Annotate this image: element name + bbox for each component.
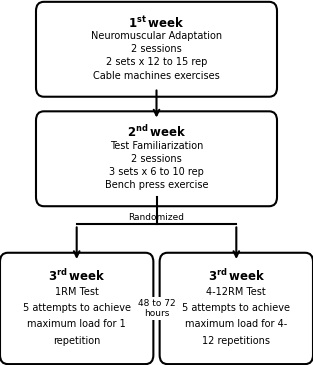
- FancyBboxPatch shape: [36, 2, 277, 97]
- Text: 4-12RM Test: 4-12RM Test: [207, 287, 266, 297]
- Text: repetition: repetition: [53, 335, 100, 346]
- Text: 2 sessions: 2 sessions: [131, 44, 182, 54]
- Text: maximum load for 4-: maximum load for 4-: [185, 319, 287, 330]
- Text: Randomized: Randomized: [129, 212, 184, 222]
- Text: $\mathbf{3^{rd}\/ week}$: $\mathbf{3^{rd}\/ week}$: [48, 268, 105, 284]
- Text: 1RM Test: 1RM Test: [55, 287, 99, 297]
- Text: Test Familiarization: Test Familiarization: [110, 141, 203, 150]
- Text: Bench press exercise: Bench press exercise: [105, 180, 208, 190]
- Text: $\mathbf{3^{rd}\/ week}$: $\mathbf{3^{rd}\/ week}$: [208, 268, 265, 284]
- Text: 2 sessions: 2 sessions: [131, 154, 182, 164]
- Text: maximum load for 1: maximum load for 1: [27, 319, 126, 330]
- Text: 48 to 72
hours: 48 to 72 hours: [138, 299, 175, 318]
- Text: 12 repetitions: 12 repetitions: [202, 335, 270, 346]
- Text: 2 sets x 12 to 15 rep: 2 sets x 12 to 15 rep: [106, 58, 207, 68]
- Text: 3 sets x 6 to 10 rep: 3 sets x 6 to 10 rep: [109, 167, 204, 177]
- Text: $\mathbf{2^{nd}\/ week}$: $\mathbf{2^{nd}\/ week}$: [127, 124, 186, 140]
- Text: 5 attempts to achieve: 5 attempts to achieve: [182, 303, 290, 314]
- FancyBboxPatch shape: [36, 111, 277, 206]
- FancyBboxPatch shape: [160, 253, 313, 364]
- Text: Neuromuscular Adaptation: Neuromuscular Adaptation: [91, 31, 222, 41]
- Text: Cable machines exercises: Cable machines exercises: [93, 71, 220, 81]
- Text: 5 attempts to achieve: 5 attempts to achieve: [23, 303, 131, 314]
- Text: $\mathbf{1^{st}\/ week}$: $\mathbf{1^{st}\/ week}$: [128, 15, 185, 31]
- FancyBboxPatch shape: [0, 253, 153, 364]
